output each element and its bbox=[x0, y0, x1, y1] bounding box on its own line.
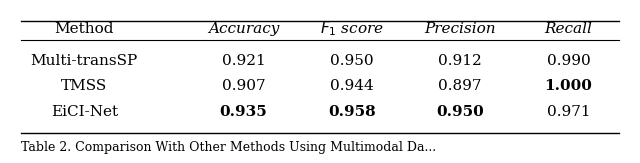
Text: Method: Method bbox=[54, 22, 114, 36]
Text: 1.000: 1.000 bbox=[545, 79, 593, 93]
Text: 0.944: 0.944 bbox=[330, 79, 374, 93]
Text: 0.950: 0.950 bbox=[330, 54, 374, 68]
Text: Multi-transSP: Multi-transSP bbox=[31, 54, 138, 68]
Text: EiCI-Net: EiCI-Net bbox=[51, 105, 118, 119]
Text: 0.921: 0.921 bbox=[221, 54, 266, 68]
Text: 0.950: 0.950 bbox=[436, 105, 484, 119]
Text: Accuracy: Accuracy bbox=[208, 22, 279, 36]
Text: $F_1$ score: $F_1$ score bbox=[320, 19, 384, 38]
Text: 0.971: 0.971 bbox=[547, 105, 590, 119]
Text: 0.990: 0.990 bbox=[547, 54, 590, 68]
Text: 0.958: 0.958 bbox=[328, 105, 376, 119]
Text: Precision: Precision bbox=[424, 22, 496, 36]
Text: TMSS: TMSS bbox=[61, 79, 108, 93]
Text: 0.912: 0.912 bbox=[438, 54, 482, 68]
Text: 0.897: 0.897 bbox=[438, 79, 482, 93]
Text: 0.907: 0.907 bbox=[221, 79, 266, 93]
Text: 0.935: 0.935 bbox=[220, 105, 268, 119]
Text: Table 2. Comparison With Other Methods Using Multimodal Da...: Table 2. Comparison With Other Methods U… bbox=[20, 141, 436, 154]
Text: Recall: Recall bbox=[545, 22, 593, 36]
